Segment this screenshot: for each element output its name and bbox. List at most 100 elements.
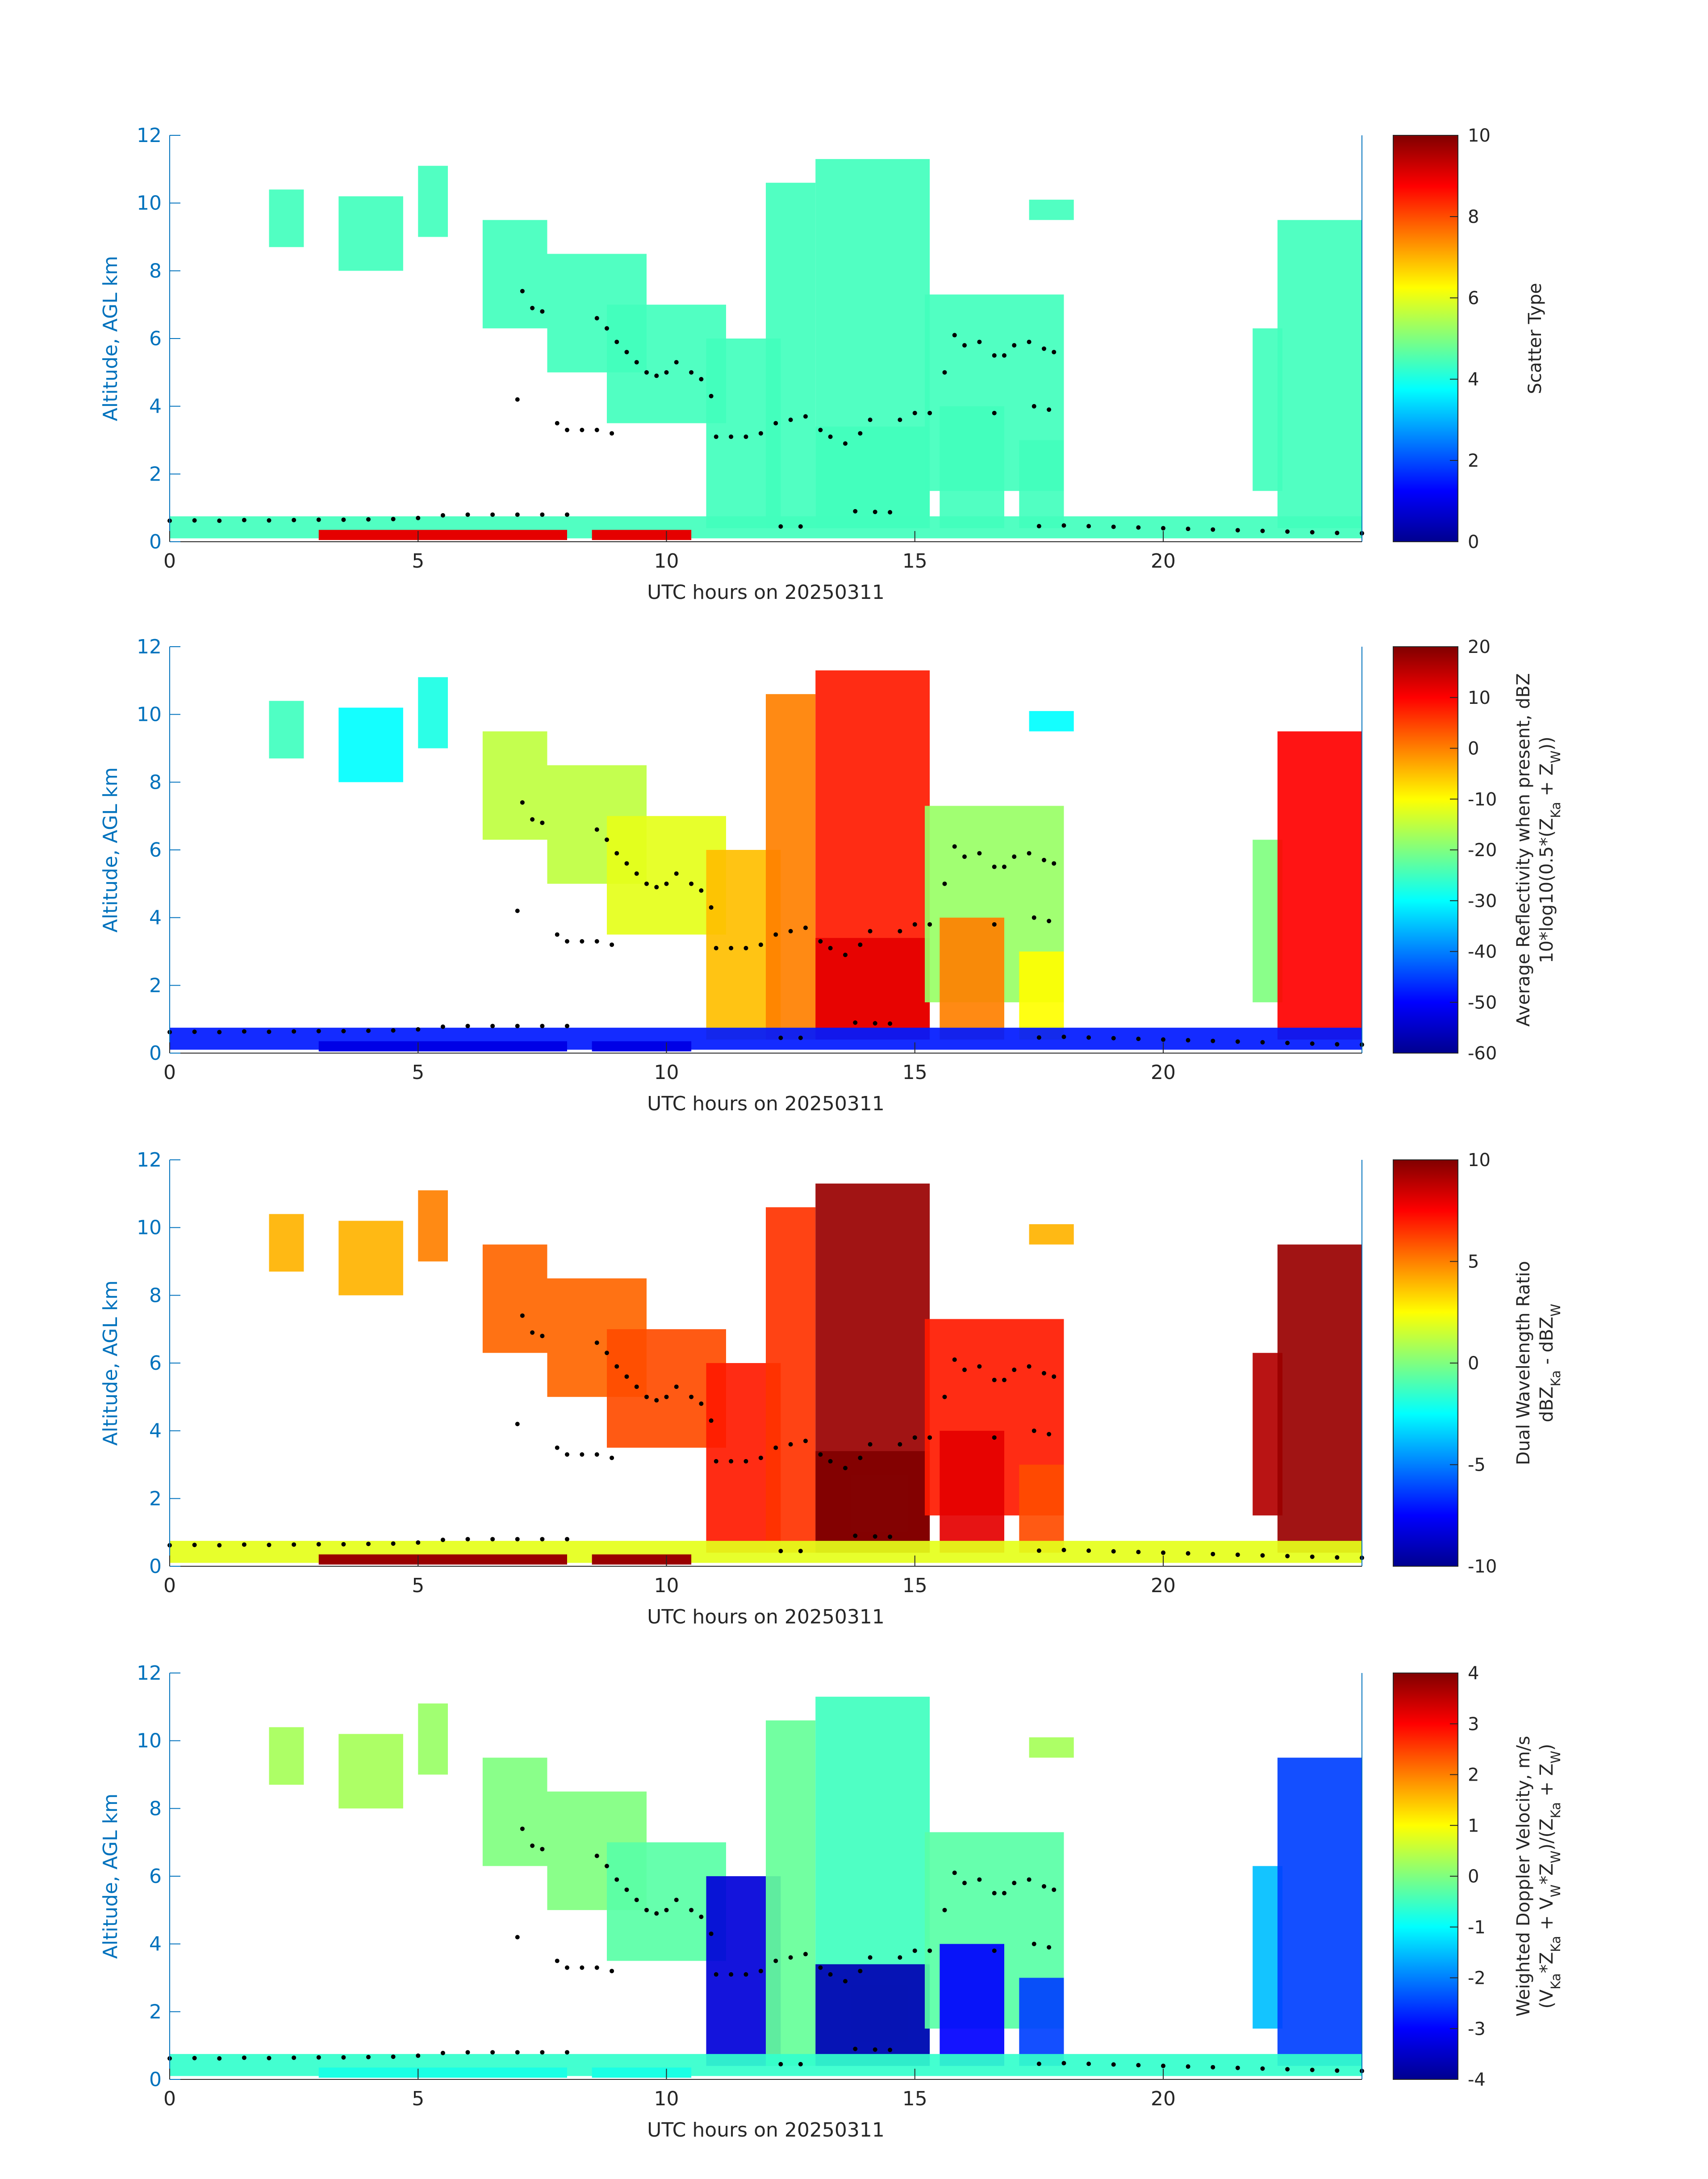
overlay-point — [828, 1972, 833, 1977]
echo-region — [1029, 200, 1074, 220]
overlay-point — [1335, 1042, 1340, 1047]
overlay-point — [1235, 2066, 1240, 2070]
overlay-point — [888, 2048, 893, 2053]
overlay-point — [699, 377, 704, 381]
overlay-point — [1052, 861, 1057, 866]
overlay-point — [1012, 343, 1017, 348]
overlay-point — [778, 2062, 783, 2066]
overlay-point — [520, 800, 525, 805]
overlay-point — [674, 871, 679, 876]
echo-region — [418, 166, 448, 237]
echo-region — [482, 731, 547, 840]
overlay-point — [1235, 1552, 1240, 1557]
panel-2: 0 2 4 6 8 10 12 0 5 10 15 20 UTC hours on 20250311 Al… — [99, 636, 1563, 1115]
overlay-point — [1036, 1035, 1041, 1040]
overlay-point — [1031, 1941, 1036, 1946]
label-text: (V — [1537, 1989, 1557, 2009]
overlay-point — [1235, 528, 1240, 533]
colorbar-tick-label: 10 — [1468, 1150, 1491, 1171]
overlay-point — [1285, 2067, 1290, 2072]
y-tick-label: 4 — [149, 907, 162, 929]
overlay-point — [927, 410, 932, 415]
overlay-point — [689, 881, 694, 886]
overlay-point — [1335, 531, 1340, 535]
overlay-point — [1086, 524, 1091, 529]
overlay-point — [1285, 1041, 1290, 1046]
colorbar-tick-label: -3 — [1468, 2019, 1486, 2039]
colorbar-tick-label: 5 — [1468, 1252, 1479, 1272]
x-tick-label: 0 — [163, 550, 176, 573]
overlay-point — [873, 510, 877, 514]
overlay-point — [1186, 1551, 1190, 1556]
overlay-point — [942, 370, 947, 375]
overlay-point — [610, 431, 614, 436]
overlay-point — [366, 1028, 371, 1033]
overlay-point — [624, 1374, 629, 1379]
overlay-point — [416, 1027, 421, 1032]
overlay-point — [1186, 527, 1190, 531]
echo-region — [1277, 220, 1362, 528]
overlay-point — [565, 2050, 569, 2055]
overlay-point — [962, 343, 967, 348]
surface-echo — [592, 2067, 692, 2078]
label-text: Weighted Doppler Velocity, m/s — [1513, 1736, 1534, 2017]
overlay-point — [1260, 1040, 1265, 1045]
colorbar-tick-label: 0 — [1468, 1866, 1479, 1887]
overlay-point — [853, 2046, 858, 2051]
y-tick-label: 10 — [137, 1730, 162, 1752]
overlay-point — [1111, 524, 1116, 529]
overlay-point — [1012, 1881, 1017, 1886]
y-tick-label: 10 — [137, 1217, 162, 1239]
overlay-point — [594, 827, 599, 832]
overlay-point — [391, 517, 396, 522]
overlay-point — [192, 1029, 197, 1034]
overlay-point — [242, 2055, 246, 2060]
overlay-point — [828, 434, 833, 439]
overlay-point — [605, 837, 609, 842]
x-tick-label: 15 — [902, 2087, 927, 2110]
overlay-point — [1310, 1041, 1315, 1046]
overlay-point — [341, 517, 346, 522]
x-tick-label: 20 — [1151, 2087, 1176, 2110]
label-text: Scatter Type — [1525, 283, 1545, 394]
overlay-point — [758, 431, 763, 436]
echo-region — [1019, 440, 1064, 528]
echo-region — [815, 1964, 930, 2066]
echo-region — [418, 677, 448, 749]
surface-echo — [318, 1554, 567, 1565]
overlay-point — [292, 1029, 296, 1034]
overlay-point — [992, 1435, 997, 1440]
echo-region — [1277, 1244, 1362, 1553]
echo-region — [269, 701, 304, 759]
overlay-point — [977, 1364, 982, 1369]
colorbar-tick-label: 4 — [1468, 1663, 1479, 1684]
x-tick-label: 20 — [1151, 1061, 1176, 1084]
overlay-point — [1002, 1890, 1006, 1895]
label-text: *Z — [1537, 1863, 1557, 1884]
y-tick-label: 8 — [149, 1284, 162, 1307]
echo-region — [269, 1727, 304, 1785]
overlay-point — [1335, 2068, 1340, 2073]
colorbar-tick-label: -4 — [1468, 2070, 1486, 2090]
colorbar-label: Average Reflectivity when present, dBZ — [1513, 673, 1534, 1026]
colorbar-label: (VKa*ZKa + VW*ZW)/(ZKa + ZW) — [1537, 1744, 1563, 2008]
overlay-point — [873, 1021, 877, 1026]
overlay-point — [644, 370, 649, 375]
overlay-point — [927, 922, 932, 927]
overlay-point — [634, 360, 639, 365]
colorbar — [1393, 135, 1458, 542]
overlay-point — [992, 922, 997, 927]
overlay-point — [594, 316, 599, 321]
overlay-point — [858, 431, 863, 436]
overlay-point — [1061, 1034, 1066, 1039]
x-tick-label: 5 — [412, 550, 424, 573]
overlay-point — [1061, 2061, 1066, 2066]
overlay-point — [758, 1969, 763, 1974]
x-tick-label: 10 — [654, 1061, 679, 1084]
y-tick-label: 4 — [149, 1933, 162, 1956]
overlay-point — [515, 2050, 520, 2055]
echo-region — [482, 220, 547, 329]
label-text: )/(Z — [1537, 1818, 1557, 1850]
y-tick-label: 6 — [149, 1352, 162, 1375]
overlay-point — [992, 410, 997, 415]
